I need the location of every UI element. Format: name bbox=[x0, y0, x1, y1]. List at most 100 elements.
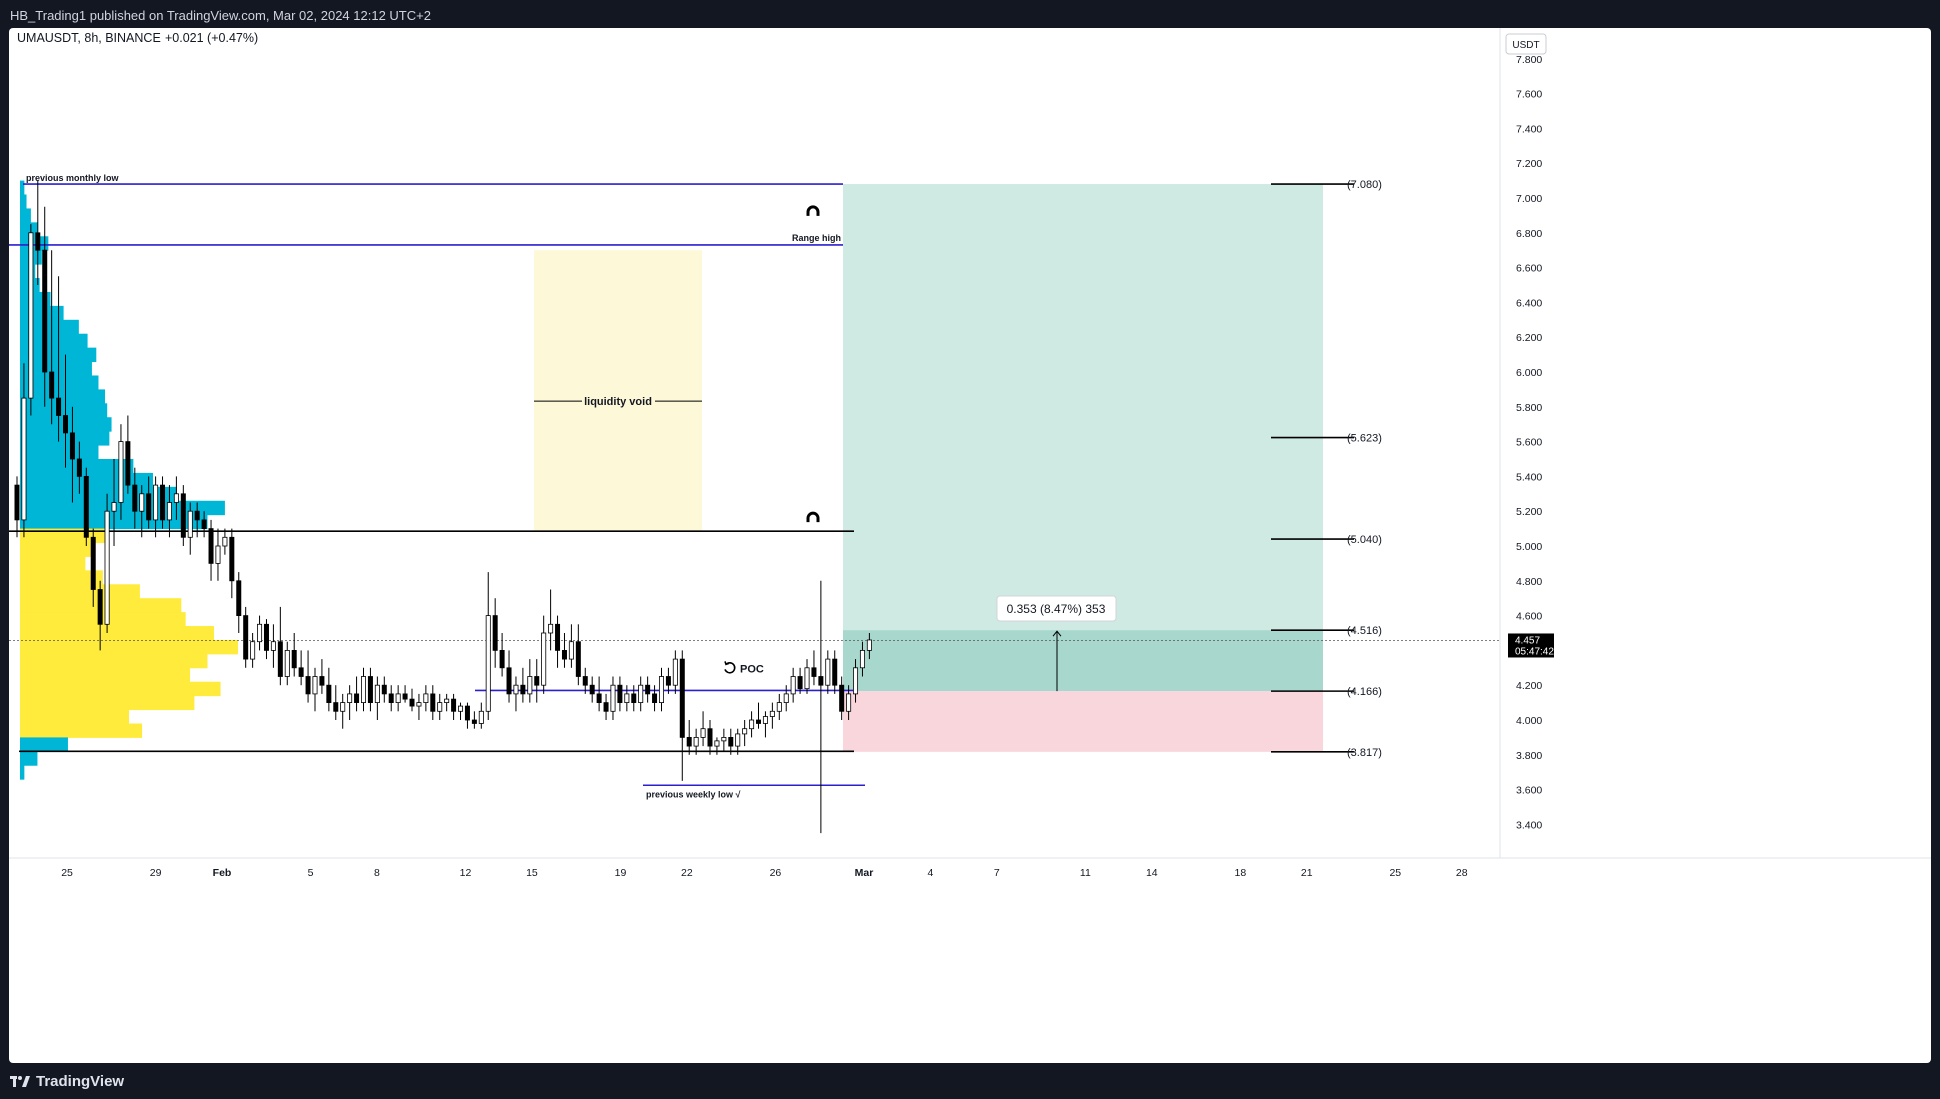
candle[interactable] bbox=[776, 702, 782, 712]
candle[interactable] bbox=[638, 684, 644, 704]
candle[interactable] bbox=[534, 676, 540, 686]
candle[interactable] bbox=[208, 528, 214, 564]
candle[interactable] bbox=[749, 719, 755, 730]
candle[interactable] bbox=[215, 545, 221, 564]
candle[interactable] bbox=[818, 676, 824, 686]
candle[interactable] bbox=[458, 705, 464, 712]
candle[interactable] bbox=[76, 458, 82, 477]
candle[interactable] bbox=[49, 371, 55, 399]
candle[interactable] bbox=[478, 710, 484, 724]
candle[interactable] bbox=[783, 693, 789, 704]
candle[interactable] bbox=[347, 693, 353, 704]
candle[interactable] bbox=[492, 615, 498, 651]
candle[interactable] bbox=[187, 510, 193, 538]
candle[interactable] bbox=[610, 684, 616, 712]
candle[interactable] bbox=[35, 232, 41, 251]
candle[interactable] bbox=[846, 693, 852, 712]
candle[interactable] bbox=[485, 615, 491, 712]
candle[interactable] bbox=[527, 676, 533, 695]
candle[interactable] bbox=[430, 693, 436, 712]
candle[interactable] bbox=[402, 693, 408, 700]
candle[interactable] bbox=[866, 639, 872, 651]
candle[interactable] bbox=[624, 693, 630, 704]
candle[interactable] bbox=[257, 623, 263, 643]
candle[interactable] bbox=[665, 676, 671, 686]
candle[interactable] bbox=[340, 702, 346, 712]
candle[interactable] bbox=[388, 693, 394, 704]
candle[interactable] bbox=[742, 728, 748, 735]
candle[interactable] bbox=[374, 684, 380, 704]
candle[interactable] bbox=[790, 676, 796, 695]
candle[interactable] bbox=[312, 676, 318, 695]
candle[interactable] bbox=[575, 641, 581, 677]
price-chart[interactable]: previous monthly low Range high previous w… bbox=[9, 28, 1931, 1063]
candle[interactable] bbox=[367, 676, 373, 704]
candle[interactable] bbox=[291, 650, 297, 669]
candle[interactable] bbox=[582, 676, 588, 686]
chart-container[interactable]: previous monthly low Range high previous w… bbox=[9, 28, 1931, 1063]
candle[interactable] bbox=[679, 658, 685, 738]
candle[interactable] bbox=[416, 702, 422, 707]
candle[interactable] bbox=[395, 693, 401, 704]
candle[interactable] bbox=[153, 484, 159, 521]
candle[interactable] bbox=[83, 475, 89, 538]
candle[interactable] bbox=[714, 740, 720, 747]
candle[interactable] bbox=[263, 623, 269, 651]
candle[interactable] bbox=[645, 684, 651, 695]
candle[interactable] bbox=[728, 737, 734, 747]
candle[interactable] bbox=[14, 484, 20, 521]
candle[interactable] bbox=[118, 441, 124, 503]
candle[interactable] bbox=[194, 510, 200, 521]
candle[interactable] bbox=[125, 441, 131, 486]
candle[interactable] bbox=[319, 676, 325, 686]
candle[interactable] bbox=[506, 667, 512, 695]
tradingview-logo[interactable]: TradingView bbox=[10, 1073, 124, 1090]
stop-loss-zone[interactable] bbox=[843, 691, 1323, 752]
candle[interactable] bbox=[42, 249, 48, 373]
candle[interactable] bbox=[735, 733, 741, 747]
candle[interactable] bbox=[28, 232, 34, 399]
candle[interactable] bbox=[437, 702, 443, 712]
candle[interactable] bbox=[381, 684, 387, 695]
candle[interactable] bbox=[97, 589, 103, 625]
candle[interactable] bbox=[451, 698, 457, 712]
candle[interactable] bbox=[513, 684, 519, 695]
candle[interactable] bbox=[444, 698, 450, 703]
candle[interactable] bbox=[471, 719, 477, 724]
candle[interactable] bbox=[832, 658, 838, 686]
candle[interactable] bbox=[804, 667, 810, 690]
candle[interactable] bbox=[132, 484, 138, 512]
candle[interactable] bbox=[111, 502, 117, 512]
candle[interactable] bbox=[298, 667, 304, 677]
candle[interactable] bbox=[555, 623, 561, 651]
candle[interactable] bbox=[409, 698, 415, 707]
candle[interactable] bbox=[236, 580, 242, 616]
candle[interactable] bbox=[146, 493, 152, 521]
candle[interactable] bbox=[603, 702, 609, 712]
candle[interactable] bbox=[756, 719, 762, 724]
candle[interactable] bbox=[672, 658, 678, 686]
currency-button[interactable] bbox=[1505, 33, 1547, 55]
candle[interactable] bbox=[568, 641, 574, 660]
candle[interactable] bbox=[769, 710, 775, 717]
candle[interactable] bbox=[305, 676, 311, 695]
candle[interactable] bbox=[652, 693, 658, 704]
candle[interactable] bbox=[548, 623, 554, 634]
candle[interactable] bbox=[139, 493, 145, 512]
candle[interactable] bbox=[700, 728, 706, 738]
candle[interactable] bbox=[561, 650, 567, 660]
candle[interactable] bbox=[423, 693, 429, 704]
candle[interactable] bbox=[520, 684, 526, 695]
candle[interactable] bbox=[277, 641, 283, 677]
candle[interactable] bbox=[762, 716, 768, 724]
candle[interactable] bbox=[21, 397, 27, 521]
candle[interactable] bbox=[589, 684, 595, 695]
candle[interactable] bbox=[90, 536, 96, 590]
candle[interactable] bbox=[69, 432, 75, 460]
candle[interactable] bbox=[250, 641, 256, 660]
candle[interactable] bbox=[825, 658, 831, 686]
candle[interactable] bbox=[326, 684, 332, 704]
candle[interactable] bbox=[56, 397, 62, 416]
candle[interactable] bbox=[541, 632, 547, 686]
candle[interactable] bbox=[686, 737, 692, 747]
